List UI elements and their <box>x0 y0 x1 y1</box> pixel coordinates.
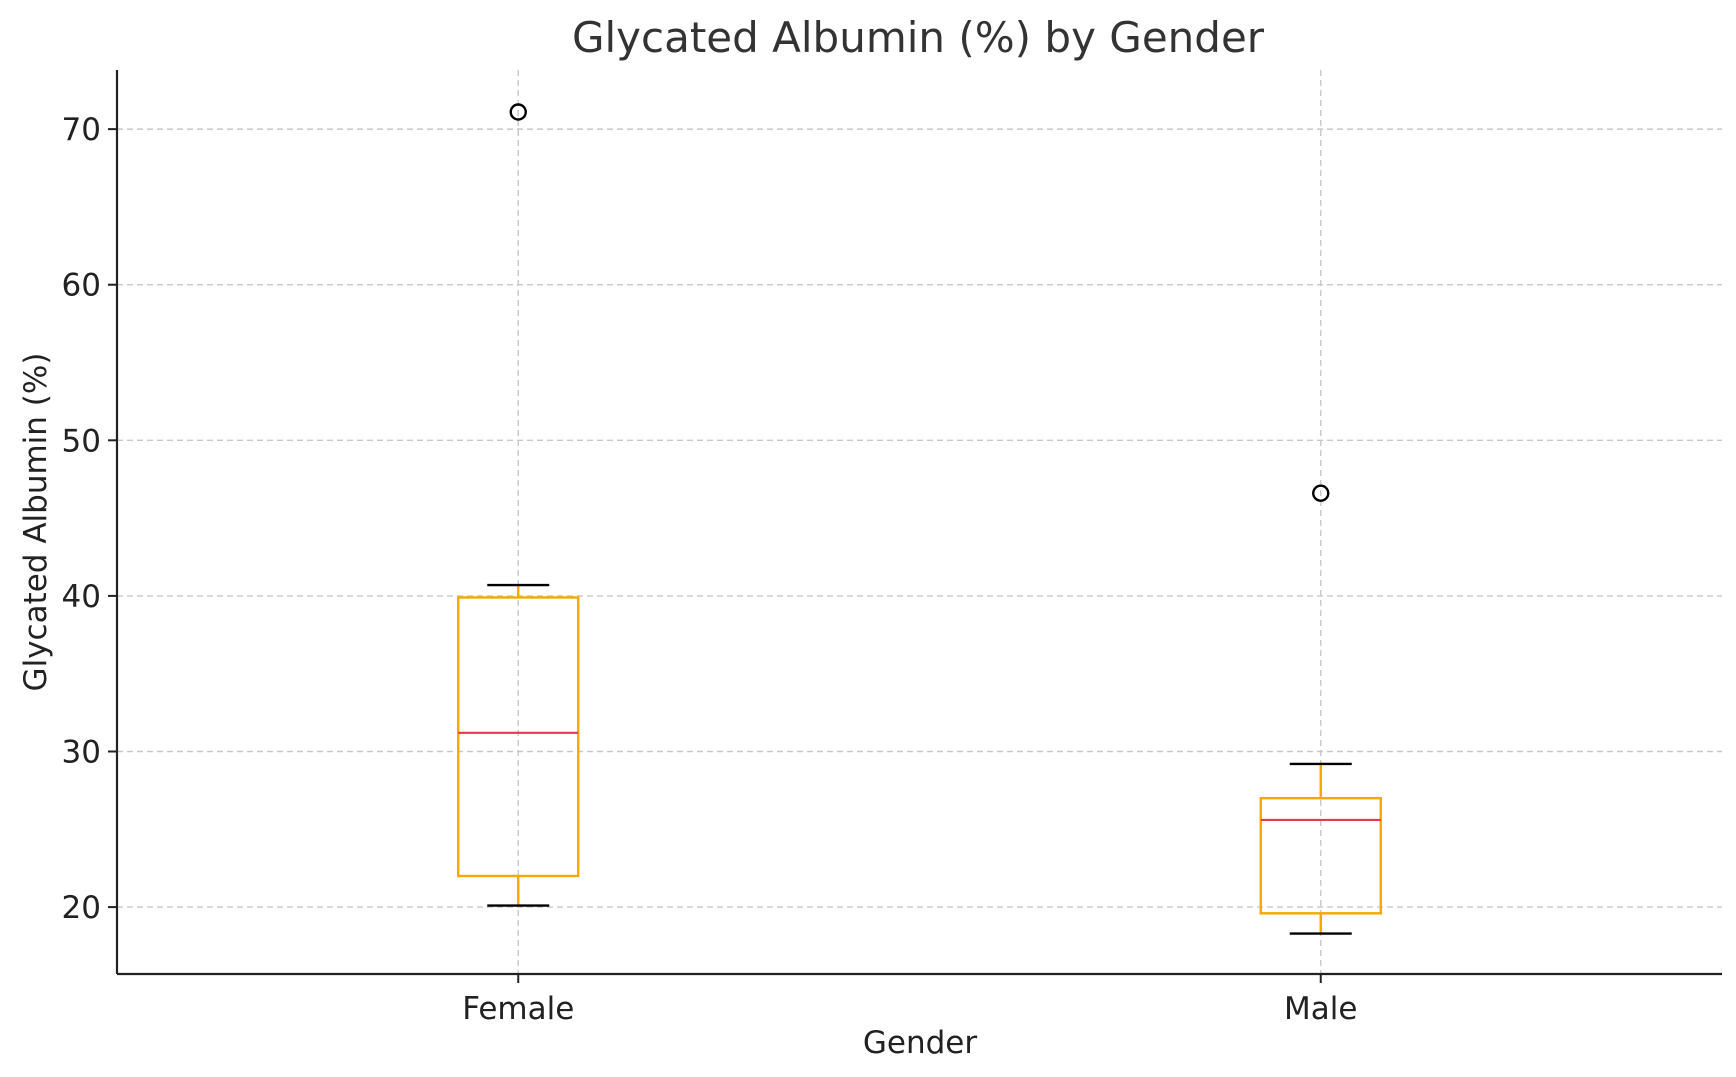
iqr-box <box>1259 796 1382 915</box>
box-female <box>457 103 580 907</box>
grid-lines <box>117 70 1722 974</box>
x-tick-label: Male <box>1284 991 1357 1027</box>
y-tick-label: 40 <box>62 579 101 615</box>
axes <box>115 70 1722 976</box>
iqr-box <box>457 596 580 878</box>
x-axis-label: Gender <box>863 1025 977 1061</box>
y-axis-label: Glycated Albumin (%) <box>18 353 54 692</box>
y-tick-label: 50 <box>62 423 101 459</box>
axis-ticks: 20 30 40 50 60 70 Female Male <box>62 112 1358 1027</box>
outlier-point <box>509 103 527 121</box>
x-tick-label: Female <box>462 991 574 1027</box>
y-tick-label: 30 <box>62 735 101 771</box>
outlier-point <box>1312 484 1330 502</box>
y-tick-label: 70 <box>62 112 101 148</box>
box-male <box>1259 484 1382 935</box>
y-tick-label: 60 <box>62 268 101 304</box>
box-plots <box>457 103 1382 935</box>
y-tick-label: 20 <box>62 890 101 926</box>
chart-title: Glycated Albumin (%) by Gender <box>572 13 1265 62</box>
